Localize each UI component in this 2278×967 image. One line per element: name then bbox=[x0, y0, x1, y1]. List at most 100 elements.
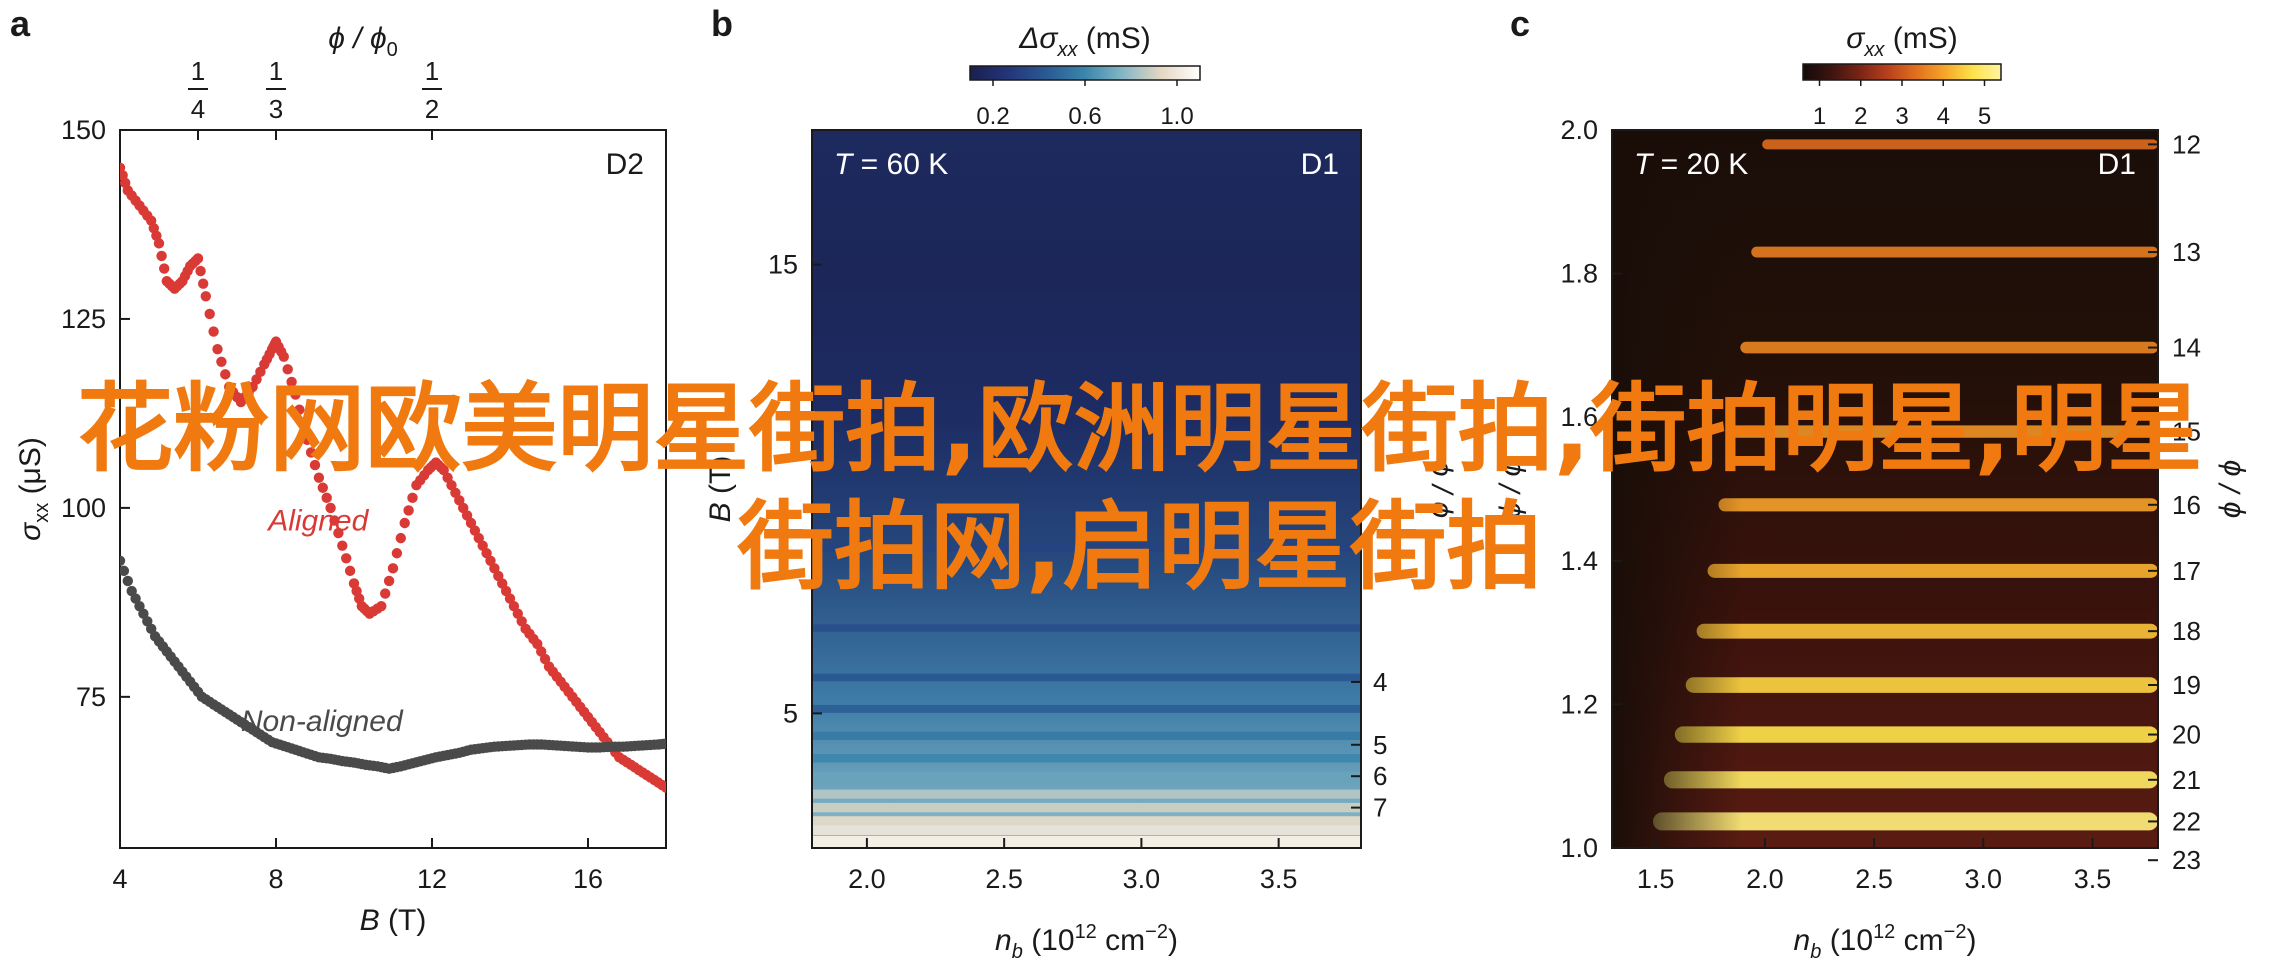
fringe-c bbox=[1740, 341, 2158, 354]
device-label-b: D1 bbox=[1301, 148, 1339, 181]
data-point-aligned bbox=[309, 459, 321, 471]
data-point-aligned bbox=[313, 472, 325, 483]
y-tick-label-c: 1.2 bbox=[1560, 689, 1598, 719]
data-point-aligned bbox=[290, 389, 301, 400]
colorbar-tick-label-c: 4 bbox=[1937, 103, 1950, 130]
data-point-aligned bbox=[156, 250, 167, 262]
x-tick-label-c: 3.5 bbox=[2074, 864, 2112, 894]
y-axis-label-a: σxx (μS) bbox=[14, 437, 53, 541]
plot-area-c bbox=[1612, 130, 2158, 848]
top-axis-label-a: ϕ / ϕ0 bbox=[328, 22, 398, 61]
y-tick-label-c: 1.8 bbox=[1560, 259, 1598, 289]
fringe-c bbox=[1663, 771, 2158, 789]
colorbar-label-b: Δσxx (mS) bbox=[1018, 22, 1151, 61]
colorbar-tick-label-b: 1.0 bbox=[1160, 103, 1193, 130]
data-point-aligned bbox=[407, 492, 418, 504]
data-point-aligned bbox=[333, 527, 344, 539]
fringe-b bbox=[812, 704, 1361, 713]
data-point-aligned bbox=[153, 238, 165, 249]
x-tick-label-c: 2.5 bbox=[1855, 864, 1893, 894]
y-tick-label-c: 1.4 bbox=[1560, 546, 1598, 576]
fringe-b bbox=[812, 771, 1361, 781]
right-tick-label-c: 18 bbox=[2172, 616, 2201, 646]
fringe-b bbox=[812, 802, 1361, 813]
x-tick-label-a: 4 bbox=[112, 864, 127, 894]
fringe-b bbox=[812, 825, 1361, 836]
colorbar-tick-label-b: 0.2 bbox=[976, 103, 1009, 130]
top-tick-numerator-a: 1 bbox=[269, 56, 283, 86]
data-point-aligned bbox=[325, 502, 336, 514]
fringe-c bbox=[1652, 812, 2158, 831]
y-tick-label-a: 150 bbox=[61, 115, 106, 145]
panel-label-c: c bbox=[1510, 3, 1530, 44]
x-tick-label-b: 3.5 bbox=[1260, 864, 1298, 894]
fringe-c bbox=[1707, 563, 2158, 578]
y-tick-label-c: 2.0 bbox=[1560, 115, 1598, 145]
data-point-aligned bbox=[282, 364, 293, 375]
data-point-aligned bbox=[321, 492, 332, 504]
y-tick-label-a: 75 bbox=[76, 682, 106, 712]
data-point-aligned bbox=[387, 563, 399, 574]
x-tick-label-a: 12 bbox=[417, 864, 447, 894]
data-point-non-aligned bbox=[120, 565, 130, 577]
data-point-aligned bbox=[195, 265, 206, 277]
right-tick-label-c: 21 bbox=[2172, 765, 2201, 795]
fringe-b bbox=[812, 673, 1361, 682]
plot-area-b bbox=[812, 543, 1361, 848]
data-point-aligned bbox=[660, 782, 666, 793]
device-label-c: D1 bbox=[2098, 148, 2136, 181]
top-tick-numerator-a: 1 bbox=[425, 56, 439, 86]
right-tick-label-c: 16 bbox=[2172, 490, 2201, 520]
device-label-a: D2 bbox=[606, 148, 644, 181]
plot-frame-a bbox=[119, 129, 667, 849]
fringe-c bbox=[1718, 498, 2158, 512]
y-axis-label-b: B (T) bbox=[704, 456, 737, 523]
data-point-aligned bbox=[391, 548, 403, 559]
panel-label-a: a bbox=[10, 3, 31, 44]
right-axis-label-b: ϕ / ϕ bbox=[1425, 460, 1458, 518]
data-point-aligned bbox=[208, 326, 219, 337]
colorbar-b bbox=[969, 65, 1201, 81]
right-tick-label-c: 22 bbox=[2172, 806, 2201, 836]
data-point-aligned bbox=[302, 434, 313, 446]
data-point-aligned bbox=[198, 278, 209, 289]
x-tick-label-a: 8 bbox=[268, 864, 283, 894]
colorbar-tick-label-c: 5 bbox=[1978, 103, 1991, 130]
temperature-label-b: T = 60 K bbox=[834, 148, 948, 181]
y-tick-label-c: 1.6 bbox=[1560, 402, 1598, 432]
data-point-aligned bbox=[383, 575, 395, 587]
x-tick-label-c: 2.0 bbox=[1746, 864, 1784, 894]
right-tick-label-c: 20 bbox=[2172, 720, 2201, 750]
colorbar-tick-label-c: 2 bbox=[1854, 103, 1867, 130]
colorbar-label-c: σxx (mS) bbox=[1846, 22, 1957, 61]
data-point-aligned bbox=[298, 419, 309, 430]
right-tick-label-b: 4 bbox=[1373, 667, 1387, 697]
colorbar-tick-label-b: 0.6 bbox=[1068, 103, 1101, 130]
panel-label-b: b bbox=[711, 3, 733, 44]
temperature-label-c: T = 20 K bbox=[1634, 148, 1748, 181]
right-axis-label-c: ϕ / ϕ bbox=[2214, 460, 2247, 518]
panel-c: c1.5 2.0 2.5 3.0 3.51.01.21.41.61.82.0 121314… bbox=[1494, 3, 2247, 963]
right-tick-label-b: 5 bbox=[1373, 730, 1387, 760]
data-point-aligned bbox=[294, 404, 305, 415]
colorbar-tick-label-c: 3 bbox=[1895, 103, 1908, 130]
data-point-non-aligned bbox=[122, 575, 133, 587]
y-tick-label-b: 5 bbox=[783, 698, 798, 728]
data-point-aligned bbox=[395, 532, 406, 544]
fringe-c bbox=[1696, 623, 2158, 639]
data-point-aligned bbox=[399, 517, 410, 529]
y-tick-label-a: 100 bbox=[61, 493, 106, 523]
data-point-aligned bbox=[212, 343, 223, 355]
x-axis-label-b: nb (1012 cm−2) bbox=[995, 921, 1178, 963]
fringe-b bbox=[812, 816, 1361, 826]
data-point-aligned bbox=[380, 588, 391, 599]
right-tick-label-c: 17 bbox=[2172, 556, 2201, 586]
right-tick-label-c: 15 bbox=[2172, 417, 2201, 447]
plot-frame-b bbox=[811, 129, 1362, 849]
fringe-c bbox=[1762, 139, 2158, 150]
right-tick-label-c: 19 bbox=[2172, 670, 2201, 700]
data-point-aligned bbox=[286, 376, 297, 388]
data-point-aligned bbox=[159, 263, 170, 274]
data-point-aligned bbox=[376, 600, 387, 612]
